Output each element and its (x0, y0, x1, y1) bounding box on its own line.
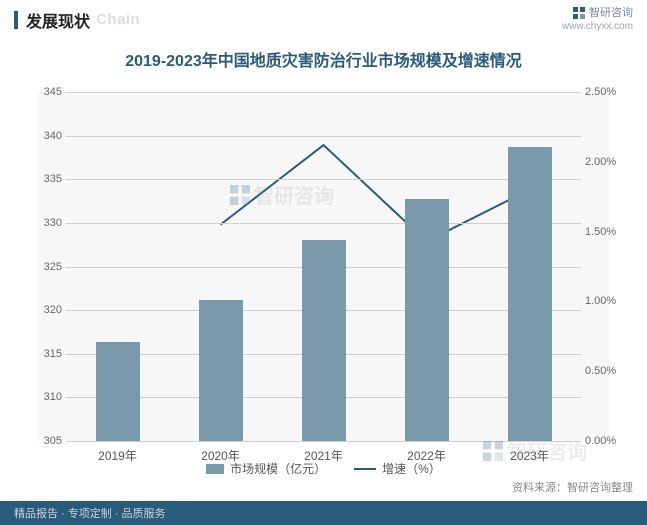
plot-area: 3053103153203253303353403450.00%0.50%1.0… (66, 92, 581, 441)
footer-text: 精品报告 · 专项定制 · 品质服务 (14, 505, 166, 521)
header-title-en: Chain (96, 11, 140, 28)
gridline (66, 223, 581, 224)
y-axis-left-label: 325 (36, 261, 62, 273)
brand-url: www.chyxx.com (562, 20, 633, 33)
y-axis-right-label: 1.00% (585, 295, 621, 307)
y-axis-right-label: 2.50% (585, 86, 621, 98)
bar (96, 342, 140, 441)
header-accent-bar (14, 11, 18, 29)
y-axis-left-label: 335 (36, 173, 62, 185)
source-text: 资料来源：智研咨询整理 (512, 479, 633, 495)
header: 发展现状 Chain 智研咨询 www.chyxx.com (0, 0, 647, 37)
y-axis-left-label: 330 (36, 217, 62, 229)
y-axis-left-label: 340 (36, 130, 62, 142)
y-axis-left-label: 305 (36, 435, 62, 447)
legend-item-bar: 市场规模（亿元） (206, 460, 326, 477)
header-title-cn: 发展现状 (26, 8, 90, 32)
footer-bar: 精品报告 · 专项定制 · 品质服务 (0, 501, 647, 525)
legend-label-line: 增速（%） (382, 460, 441, 477)
chart-title: 2019-2023年中国地质灾害防治行业市场规模及增速情况 (0, 47, 647, 71)
y-axis-right-label: 2.00% (585, 156, 621, 168)
y-axis-right-label: 0.00% (585, 435, 621, 447)
legend-swatch-line (354, 468, 376, 470)
bar (302, 240, 346, 441)
gridline (66, 136, 581, 137)
legend: 市场规模（亿元） 增速（%） (0, 460, 647, 477)
y-axis-right-label: 1.50% (585, 226, 621, 238)
y-axis-left-label: 320 (36, 304, 62, 316)
bar (199, 300, 243, 441)
y-axis-left-label: 310 (36, 391, 62, 403)
gridline (66, 179, 581, 180)
gridline (66, 92, 581, 93)
legend-label-bar: 市场规模（亿元） (230, 460, 326, 477)
y-axis-right-label: 0.50% (585, 365, 621, 377)
bar (405, 199, 449, 441)
legend-item-line: 增速（%） (354, 460, 441, 477)
legend-swatch-bar (206, 464, 224, 474)
brand-logo-icon (573, 7, 585, 19)
header-brand-block: 智研咨询 www.chyxx.com (562, 6, 633, 33)
brand-name: 智研咨询 (589, 6, 633, 20)
growth-line (221, 145, 530, 241)
y-axis-left-label: 315 (36, 348, 62, 360)
gridline (66, 441, 581, 442)
y-axis-left-label: 345 (36, 86, 62, 98)
bar (508, 147, 552, 441)
chart-area: 3053103153203253303353403450.00%0.50%1.0… (38, 92, 609, 441)
